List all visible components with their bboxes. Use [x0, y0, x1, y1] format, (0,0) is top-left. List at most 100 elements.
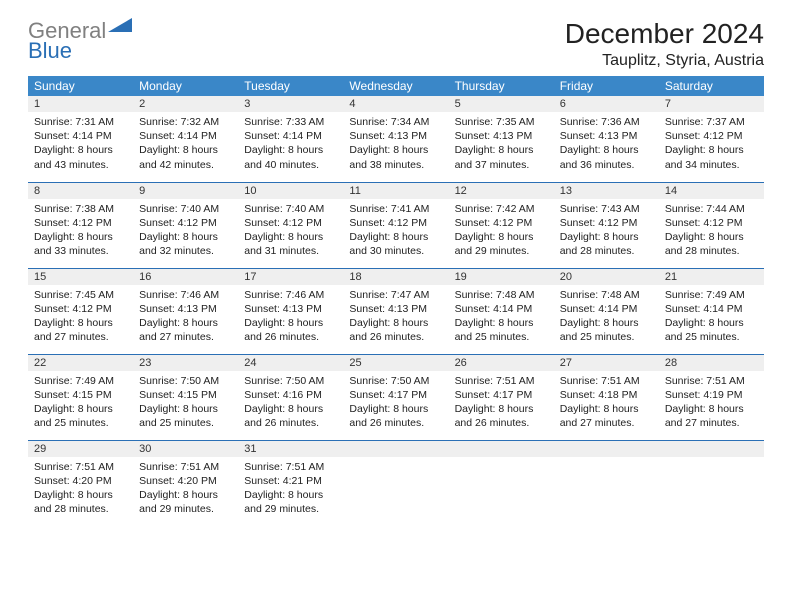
calendar-week-row: 22Sunrise: 7:49 AMSunset: 4:15 PMDayligh…: [28, 354, 764, 440]
day-number: 4: [343, 96, 448, 112]
day-number: 23: [133, 355, 238, 371]
calendar-day-cell: 30Sunrise: 7:51 AMSunset: 4:20 PMDayligh…: [133, 440, 238, 526]
day-details: Sunrise: 7:45 AMSunset: 4:12 PMDaylight:…: [28, 285, 133, 349]
day-details: Sunrise: 7:43 AMSunset: 4:12 PMDaylight:…: [554, 199, 659, 263]
calendar-table: Sunday Monday Tuesday Wednesday Thursday…: [28, 76, 764, 526]
calendar-day-cell: 24Sunrise: 7:50 AMSunset: 4:16 PMDayligh…: [238, 354, 343, 440]
day-number: 27: [554, 355, 659, 371]
weekday-header-row: Sunday Monday Tuesday Wednesday Thursday…: [28, 76, 764, 96]
calendar-day-cell: 28Sunrise: 7:51 AMSunset: 4:19 PMDayligh…: [659, 354, 764, 440]
day-details: Sunrise: 7:32 AMSunset: 4:14 PMDaylight:…: [133, 112, 238, 176]
day-details: Sunrise: 7:50 AMSunset: 4:15 PMDaylight:…: [133, 371, 238, 435]
day-number: 18: [343, 269, 448, 285]
calendar-day-cell: 21Sunrise: 7:49 AMSunset: 4:14 PMDayligh…: [659, 268, 764, 354]
day-details: Sunrise: 7:50 AMSunset: 4:17 PMDaylight:…: [343, 371, 448, 435]
day-number: 21: [659, 269, 764, 285]
day-number: 16: [133, 269, 238, 285]
calendar-day-cell: 3Sunrise: 7:33 AMSunset: 4:14 PMDaylight…: [238, 96, 343, 182]
calendar-day-cell: [449, 440, 554, 526]
day-details: Sunrise: 7:41 AMSunset: 4:12 PMDaylight:…: [343, 199, 448, 263]
calendar-day-cell: 11Sunrise: 7:41 AMSunset: 4:12 PMDayligh…: [343, 182, 448, 268]
day-number: 14: [659, 183, 764, 199]
day-number: [449, 441, 554, 457]
calendar-day-cell: 4Sunrise: 7:34 AMSunset: 4:13 PMDaylight…: [343, 96, 448, 182]
weekday-header: Monday: [133, 76, 238, 96]
day-details: Sunrise: 7:49 AMSunset: 4:14 PMDaylight:…: [659, 285, 764, 349]
day-details: Sunrise: 7:46 AMSunset: 4:13 PMDaylight:…: [133, 285, 238, 349]
weekday-header: Friday: [554, 76, 659, 96]
calendar-day-cell: 9Sunrise: 7:40 AMSunset: 4:12 PMDaylight…: [133, 182, 238, 268]
calendar-day-cell: 29Sunrise: 7:51 AMSunset: 4:20 PMDayligh…: [28, 440, 133, 526]
day-number: 10: [238, 183, 343, 199]
day-number: 6: [554, 96, 659, 112]
day-details: Sunrise: 7:51 AMSunset: 4:17 PMDaylight:…: [449, 371, 554, 435]
calendar-day-cell: 26Sunrise: 7:51 AMSunset: 4:17 PMDayligh…: [449, 354, 554, 440]
day-details: Sunrise: 7:48 AMSunset: 4:14 PMDaylight:…: [554, 285, 659, 349]
calendar-day-cell: 31Sunrise: 7:51 AMSunset: 4:21 PMDayligh…: [238, 440, 343, 526]
calendar-day-cell: 10Sunrise: 7:40 AMSunset: 4:12 PMDayligh…: [238, 182, 343, 268]
day-number: 2: [133, 96, 238, 112]
day-details: Sunrise: 7:36 AMSunset: 4:13 PMDaylight:…: [554, 112, 659, 176]
day-number: 22: [28, 355, 133, 371]
calendar-day-cell: [343, 440, 448, 526]
day-details: Sunrise: 7:47 AMSunset: 4:13 PMDaylight:…: [343, 285, 448, 349]
day-number: 19: [449, 269, 554, 285]
calendar-day-cell: [554, 440, 659, 526]
day-details: Sunrise: 7:31 AMSunset: 4:14 PMDaylight:…: [28, 112, 133, 176]
day-number: [343, 441, 448, 457]
calendar-day-cell: 27Sunrise: 7:51 AMSunset: 4:18 PMDayligh…: [554, 354, 659, 440]
day-details: Sunrise: 7:50 AMSunset: 4:16 PMDaylight:…: [238, 371, 343, 435]
day-details: Sunrise: 7:51 AMSunset: 4:20 PMDaylight:…: [133, 457, 238, 521]
day-number: 11: [343, 183, 448, 199]
calendar-day-cell: 16Sunrise: 7:46 AMSunset: 4:13 PMDayligh…: [133, 268, 238, 354]
logo-wedge-icon: [108, 18, 134, 39]
calendar-day-cell: 8Sunrise: 7:38 AMSunset: 4:12 PMDaylight…: [28, 182, 133, 268]
day-number: 8: [28, 183, 133, 199]
calendar-day-cell: 13Sunrise: 7:43 AMSunset: 4:12 PMDayligh…: [554, 182, 659, 268]
weekday-header: Tuesday: [238, 76, 343, 96]
weekday-header: Thursday: [449, 76, 554, 96]
day-number: 20: [554, 269, 659, 285]
day-details: Sunrise: 7:51 AMSunset: 4:21 PMDaylight:…: [238, 457, 343, 521]
calendar-day-cell: 12Sunrise: 7:42 AMSunset: 4:12 PMDayligh…: [449, 182, 554, 268]
day-number: 7: [659, 96, 764, 112]
header: General Blue December 2024 Tauplitz, Sty…: [28, 18, 764, 70]
calendar-week-row: 15Sunrise: 7:45 AMSunset: 4:12 PMDayligh…: [28, 268, 764, 354]
calendar-day-cell: 20Sunrise: 7:48 AMSunset: 4:14 PMDayligh…: [554, 268, 659, 354]
calendar-week-row: 8Sunrise: 7:38 AMSunset: 4:12 PMDaylight…: [28, 182, 764, 268]
calendar-day-cell: 2Sunrise: 7:32 AMSunset: 4:14 PMDaylight…: [133, 96, 238, 182]
day-details: Sunrise: 7:51 AMSunset: 4:18 PMDaylight:…: [554, 371, 659, 435]
calendar-day-cell: 25Sunrise: 7:50 AMSunset: 4:17 PMDayligh…: [343, 354, 448, 440]
calendar-day-cell: [659, 440, 764, 526]
day-number: 29: [28, 441, 133, 457]
day-details: Sunrise: 7:40 AMSunset: 4:12 PMDaylight:…: [238, 199, 343, 263]
weekday-header: Sunday: [28, 76, 133, 96]
day-details: Sunrise: 7:49 AMSunset: 4:15 PMDaylight:…: [28, 371, 133, 435]
day-details: Sunrise: 7:44 AMSunset: 4:12 PMDaylight:…: [659, 199, 764, 263]
day-number: 17: [238, 269, 343, 285]
day-number: [659, 441, 764, 457]
day-number: [554, 441, 659, 457]
calendar-day-cell: 17Sunrise: 7:46 AMSunset: 4:13 PMDayligh…: [238, 268, 343, 354]
day-number: 5: [449, 96, 554, 112]
calendar-week-row: 1Sunrise: 7:31 AMSunset: 4:14 PMDaylight…: [28, 96, 764, 182]
day-number: 1: [28, 96, 133, 112]
calendar-day-cell: 7Sunrise: 7:37 AMSunset: 4:12 PMDaylight…: [659, 96, 764, 182]
day-details: Sunrise: 7:38 AMSunset: 4:12 PMDaylight:…: [28, 199, 133, 263]
day-details: Sunrise: 7:51 AMSunset: 4:19 PMDaylight:…: [659, 371, 764, 435]
day-number: 30: [133, 441, 238, 457]
day-number: 26: [449, 355, 554, 371]
day-details: Sunrise: 7:35 AMSunset: 4:13 PMDaylight:…: [449, 112, 554, 176]
day-number: 25: [343, 355, 448, 371]
weekday-header: Wednesday: [343, 76, 448, 96]
day-number: 31: [238, 441, 343, 457]
day-details: Sunrise: 7:37 AMSunset: 4:12 PMDaylight:…: [659, 112, 764, 176]
day-number: 9: [133, 183, 238, 199]
calendar-day-cell: 22Sunrise: 7:49 AMSunset: 4:15 PMDayligh…: [28, 354, 133, 440]
logo: General Blue: [28, 18, 134, 64]
day-details: Sunrise: 7:48 AMSunset: 4:14 PMDaylight:…: [449, 285, 554, 349]
day-number: 12: [449, 183, 554, 199]
day-details: Sunrise: 7:46 AMSunset: 4:13 PMDaylight:…: [238, 285, 343, 349]
calendar-day-cell: 1Sunrise: 7:31 AMSunset: 4:14 PMDaylight…: [28, 96, 133, 182]
day-details: Sunrise: 7:34 AMSunset: 4:13 PMDaylight:…: [343, 112, 448, 176]
